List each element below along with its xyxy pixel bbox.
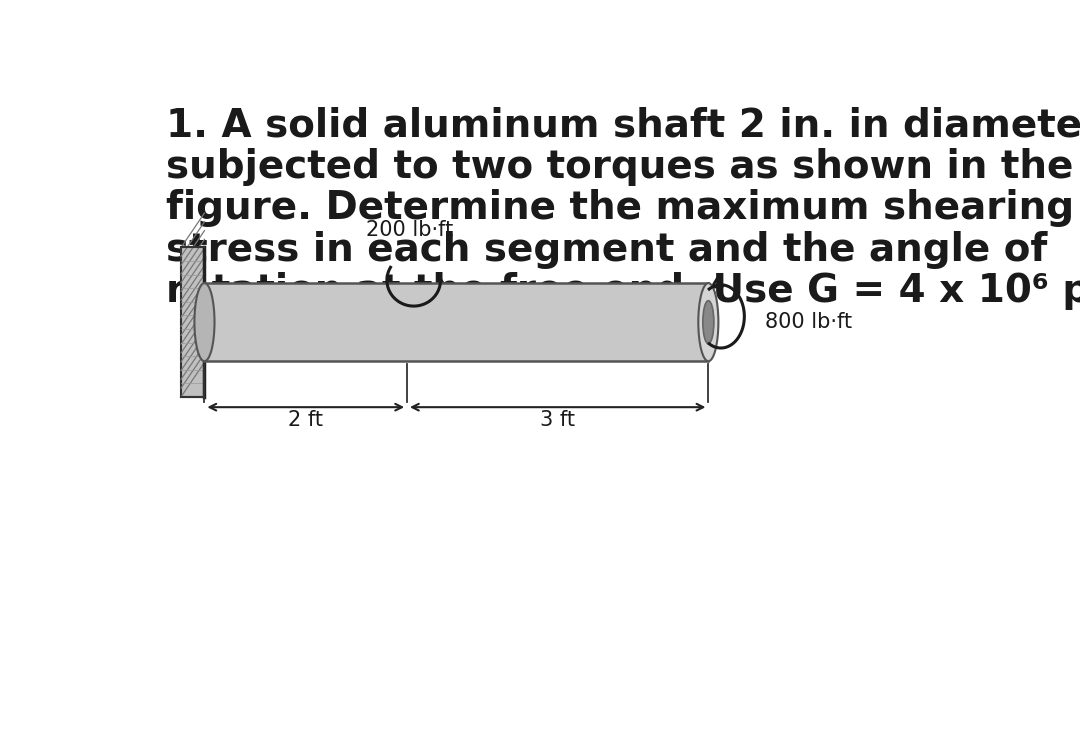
Bar [181,248,204,397]
Text: rotation at the free end. Use G = 4 x 10⁶ psi.: rotation at the free end. Use G = 4 x 10… [166,272,1080,310]
Text: 2 ft: 2 ft [288,410,323,430]
Text: figure. Determine the maximum shearing: figure. Determine the maximum shearing [166,189,1075,228]
Text: 3 ft: 3 ft [540,410,576,430]
Text: subjected to two torques as shown in the: subjected to two torques as shown in the [166,148,1074,186]
Bar [204,283,708,361]
Text: stress in each segment and the angle of: stress in each segment and the angle of [166,231,1048,269]
Ellipse shape [699,283,718,361]
Text: 1. A solid aluminum shaft 2 in. in diameter is: 1. A solid aluminum shaft 2 in. in diame… [166,107,1080,145]
Text: 800 lb·ft: 800 lb·ft [766,312,852,332]
Ellipse shape [703,301,714,344]
Ellipse shape [194,283,215,361]
Text: 200 lb·ft: 200 lb·ft [366,220,454,240]
